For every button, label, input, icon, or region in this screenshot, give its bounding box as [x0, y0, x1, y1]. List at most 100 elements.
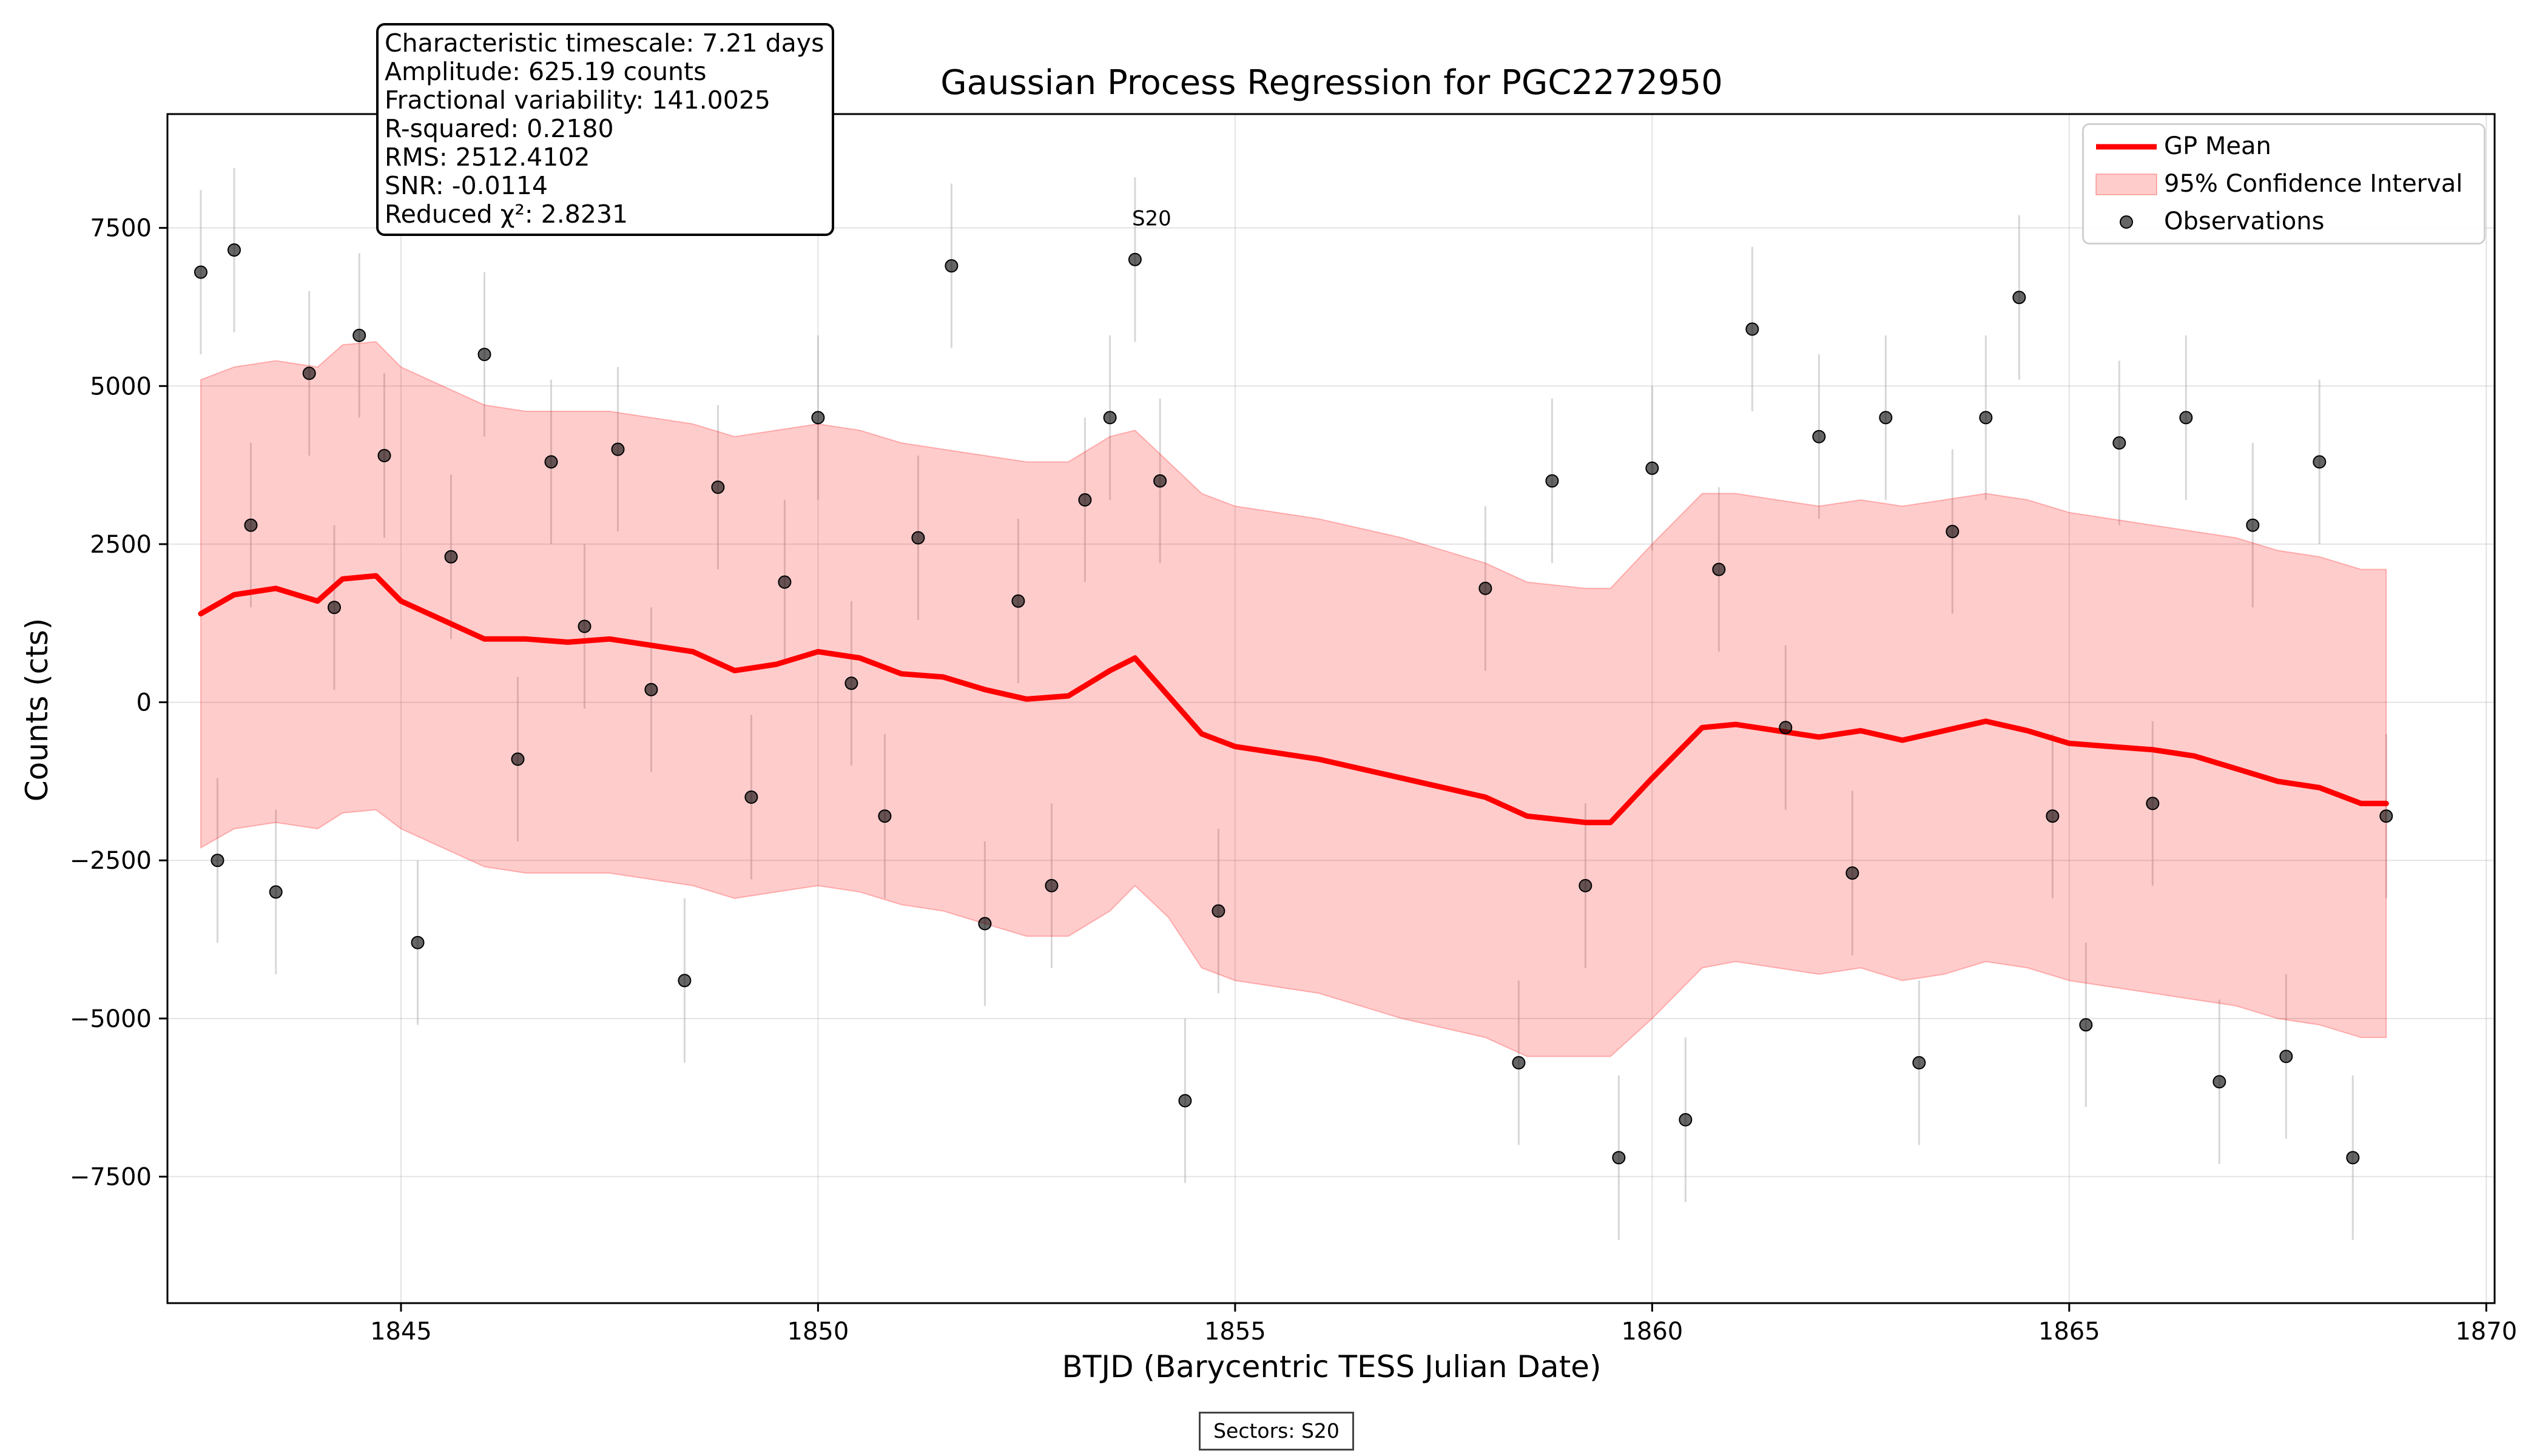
x-tick-label: 1870 — [2455, 1318, 2517, 1346]
y-tick-label: 7500 — [90, 215, 152, 243]
observation-point — [1011, 594, 1025, 608]
observation-point — [1912, 1056, 1926, 1070]
gp-mean-swatch — [2096, 144, 2157, 150]
observation-point — [2046, 809, 2060, 823]
confidence-interval-band — [200, 341, 2387, 1057]
y-tick-label: −7500 — [70, 1163, 152, 1191]
x-axis-label: BTJD (Barycentric TESS Julian Date) — [1062, 1349, 1602, 1384]
stat-fractional-variability: Fractional variability: 141.0025 — [385, 86, 771, 115]
observation-point — [811, 411, 825, 425]
observation-point — [2146, 797, 2160, 811]
legend-label-gp-mean: GP Mean — [2164, 132, 2271, 160]
observation-point — [1979, 411, 1993, 425]
observation-point — [744, 790, 758, 804]
observation-point — [2079, 1018, 2093, 1032]
observation-point — [1212, 904, 1225, 918]
observation-swatch — [2120, 215, 2133, 229]
observation-point — [2379, 809, 2393, 823]
y-tick-label: 0 — [136, 689, 152, 717]
stat-amplitude: Amplitude: 625.19 counts — [385, 57, 707, 86]
sectors-label-box: Sectors: S20 — [1199, 1412, 1354, 1451]
legend-label-confidence: 95% Confidence Interval — [2164, 170, 2463, 198]
observation-point — [352, 328, 366, 342]
observation-point — [1178, 1094, 1192, 1108]
y-axis-label: Counts (cts) — [19, 618, 55, 802]
stat-reduced-chi2: Reduced χ²: 2.8231 — [385, 200, 629, 229]
observation-point — [544, 455, 558, 469]
legend-item-observations: Observations — [2084, 204, 2484, 240]
gp-mean-line — [198, 573, 2389, 826]
observation-point — [611, 442, 625, 456]
legend-item-confidence: 95% Confidence Interval — [2084, 166, 2484, 203]
x-tick-label: 1855 — [1204, 1318, 1266, 1346]
observation-point — [1078, 493, 1092, 507]
observation-point — [1153, 474, 1167, 488]
observation-point — [1679, 1113, 1693, 1127]
observation-point — [1845, 866, 1859, 880]
x-tick-label: 1865 — [2038, 1318, 2100, 1346]
y-tick-label: −2500 — [70, 847, 152, 875]
observation-point — [1512, 1056, 1526, 1070]
x-tick-label: 1850 — [787, 1318, 849, 1346]
observation-point — [1045, 878, 1059, 892]
observation-point — [1745, 322, 1759, 336]
stat-timescale: Characteristic timescale: 7.21 days — [385, 29, 824, 58]
observation-point — [1946, 525, 1960, 539]
observation-point — [477, 348, 491, 362]
x-tick-label: 1845 — [370, 1318, 432, 1346]
gp-mean-layer — [198, 573, 2389, 826]
observation-point — [2179, 411, 2193, 425]
y-tick-label: −5000 — [70, 1005, 152, 1033]
sector-annotation: S20 — [1132, 207, 1171, 231]
statistics-box: Characteristic timescale: 7.21 days Ampl… — [376, 23, 834, 236]
observation-point — [444, 550, 458, 564]
observation-point — [945, 259, 959, 273]
observation-point — [578, 619, 592, 633]
observation-point — [2279, 1050, 2293, 1063]
observation-point — [778, 575, 792, 589]
observation-point — [978, 917, 992, 931]
observation-point — [411, 935, 425, 949]
observation-point — [269, 885, 283, 899]
observation-point — [328, 601, 341, 615]
observation-point — [228, 243, 241, 257]
observation-point — [2112, 436, 2126, 450]
axes: 1845 1850 1855 1860 1865 1870 −7500 −5000 −2500 0… — [70, 113, 2517, 1346]
observation-point — [2012, 291, 2026, 305]
confidence-band-layer — [200, 341, 2387, 1057]
observation-point — [2313, 455, 2327, 469]
stat-snr: SNR: -0.0114 — [385, 171, 548, 200]
observation-point — [211, 854, 224, 868]
observation-point — [194, 265, 207, 279]
chart-title: Gaussian Process Regression for PGC22729… — [940, 63, 1723, 103]
observation-point — [1103, 411, 1117, 425]
chart-legend: GP Mean 95% Confidence Interval Observat… — [2082, 123, 2486, 244]
observation-point — [302, 366, 316, 380]
observation-point — [1478, 581, 1492, 595]
confidence-swatch — [2095, 174, 2157, 195]
observation-point — [1128, 252, 1142, 266]
observation-point — [244, 518, 258, 532]
observation-point — [1645, 461, 1659, 475]
observation-point — [1812, 430, 1826, 443]
observation-point — [1579, 878, 1592, 892]
observation-point — [2246, 518, 2260, 532]
y-tick-label: 5000 — [90, 372, 152, 400]
observation-point — [678, 974, 692, 988]
observation-point — [1879, 411, 1893, 425]
observation-point — [1779, 721, 1793, 735]
observation-point — [377, 449, 391, 462]
stat-r-squared: R-squared: 0.2180 — [385, 114, 614, 143]
observation-point — [1712, 562, 1726, 576]
observation-point — [644, 682, 658, 696]
observation-point — [844, 676, 858, 690]
observation-point — [878, 809, 892, 823]
observation-point — [2346, 1151, 2360, 1165]
legend-label-observations: Observations — [2164, 207, 2325, 235]
observations-layer — [194, 243, 2393, 1165]
observation-point — [511, 752, 525, 766]
stat-rms: RMS: 2512.4102 — [385, 143, 590, 172]
observation-point — [1545, 474, 1559, 488]
plot-frame — [166, 113, 2496, 1304]
